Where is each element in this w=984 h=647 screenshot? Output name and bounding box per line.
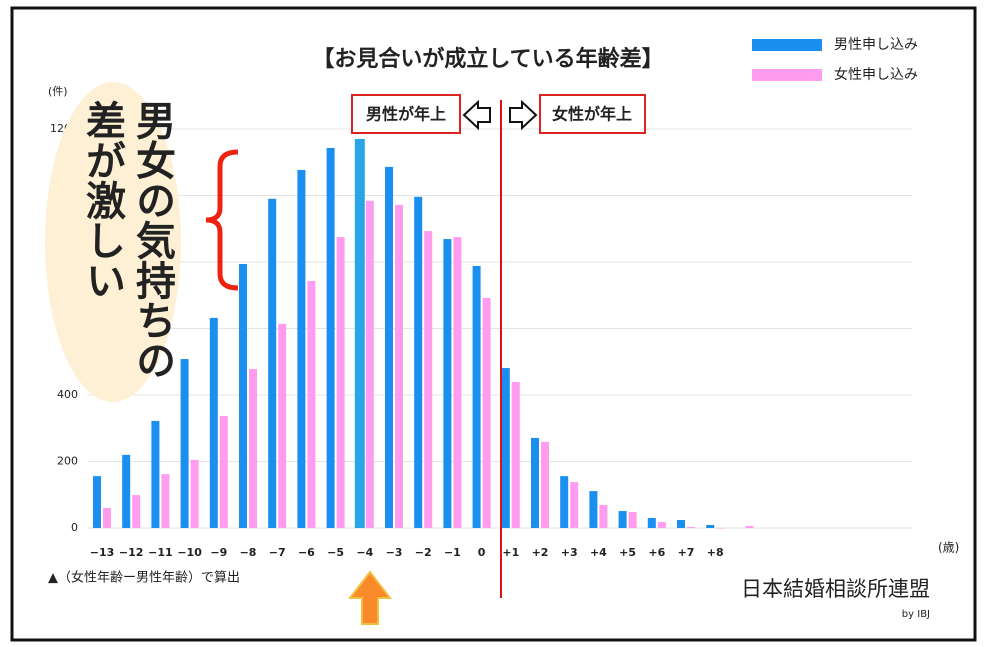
bar: [745, 526, 754, 528]
logo: 日本結婚相談所連盟: [741, 577, 930, 601]
callout-bg: [45, 82, 181, 402]
x-tick-label: −11: [148, 546, 173, 559]
x-tick-label: −8: [240, 546, 257, 559]
bar: [453, 237, 462, 528]
bar: [336, 237, 345, 528]
x-tick-label: −5: [327, 546, 344, 559]
bar: [511, 382, 520, 528]
bar: [541, 441, 549, 528]
x-tick-label: −3: [386, 546, 403, 559]
bar: [414, 196, 423, 528]
bar: [354, 138, 365, 528]
x-tick-label: +1: [502, 546, 519, 559]
bar: [219, 415, 228, 528]
x-tick-label: +4: [590, 546, 607, 559]
bar: [209, 317, 218, 528]
legend-swatch: [752, 39, 822, 51]
y-unit: (件): [48, 85, 68, 98]
chart-title: 【お見合いが成立している年齢差】: [312, 46, 663, 72]
note: ▲（女性年齢ー男性年齢）で算出: [48, 570, 240, 586]
bar: [190, 459, 199, 528]
x-tick-label: −1: [444, 546, 461, 559]
x-tick-label: −2: [415, 546, 432, 559]
bar: [103, 508, 111, 528]
bar: [307, 280, 316, 528]
bar: [151, 420, 160, 528]
bar: [443, 239, 452, 528]
label-box: [539, 94, 646, 134]
bar: [628, 512, 637, 528]
bar: [161, 474, 170, 528]
logo-sub: by IBJ: [902, 609, 930, 620]
bar: [706, 525, 715, 528]
bar: [589, 491, 598, 528]
bar: [395, 204, 403, 528]
arrow-right: [509, 99, 538, 131]
label-box: [351, 94, 461, 134]
bar: [326, 147, 335, 528]
x-tick-label: −7: [269, 546, 286, 559]
callout: 男女の気持ちの: [129, 100, 176, 380]
x-tick-label: −10: [177, 546, 202, 559]
bar: [570, 482, 579, 528]
brace: [205, 149, 239, 291]
x-tick-label: −12: [119, 546, 144, 559]
bar: [472, 265, 481, 528]
bar: [297, 169, 306, 528]
x-tick-label: +8: [707, 546, 724, 559]
bar: [385, 166, 393, 528]
bar: [93, 476, 101, 528]
x-tick-label: +3: [561, 546, 578, 559]
frame: [10, 6, 977, 642]
y-tick-label: 200: [57, 455, 78, 468]
annotation: 女性が年上: [552, 105, 632, 124]
legend-label: 女性申し込み: [834, 66, 918, 83]
x-tick-label: +7: [678, 546, 695, 559]
x-tick-label: 0: [478, 546, 486, 559]
bar: [599, 505, 608, 528]
legend-label: 男性申し込み: [834, 37, 918, 53]
annotation: 男性が年上: [366, 105, 446, 124]
bar: [618, 511, 627, 528]
bar: [249, 369, 257, 528]
arrow-up: [347, 570, 393, 625]
bar: [424, 231, 433, 528]
bar: [482, 297, 491, 528]
bar: [268, 198, 277, 528]
x-tick-label: −9: [210, 546, 227, 559]
x-tick-label: −6: [298, 546, 315, 559]
overlay: 男性が年上 女性が年上 男女の気持ちの 差が激しい: [45, 82, 646, 625]
bar: [239, 263, 247, 528]
y-tick-label: 0: [71, 521, 78, 534]
x-tick-label: +5: [619, 546, 636, 559]
x-tick-label: −4: [356, 546, 373, 559]
x-tick-label: +2: [532, 546, 549, 559]
legend-swatch: [752, 69, 822, 81]
bar: [647, 518, 656, 528]
bar: [180, 359, 189, 528]
bar: [657, 522, 666, 528]
bar: [531, 437, 539, 528]
bar: [122, 454, 131, 528]
arrow-left: [462, 99, 491, 131]
x-tick-label: −13: [90, 546, 115, 559]
bar: [132, 495, 141, 528]
callout: 差が激しい: [79, 100, 126, 300]
bar: [677, 520, 685, 528]
bar: [501, 368, 510, 528]
x-tick-label: +6: [648, 546, 665, 559]
bar: [687, 527, 695, 528]
x-unit: (歳): [938, 541, 959, 555]
bar: [716, 528, 725, 529]
bar: [560, 476, 569, 528]
y-tick-label: 400: [57, 388, 78, 401]
bar: [278, 323, 287, 528]
bar: [365, 200, 374, 528]
